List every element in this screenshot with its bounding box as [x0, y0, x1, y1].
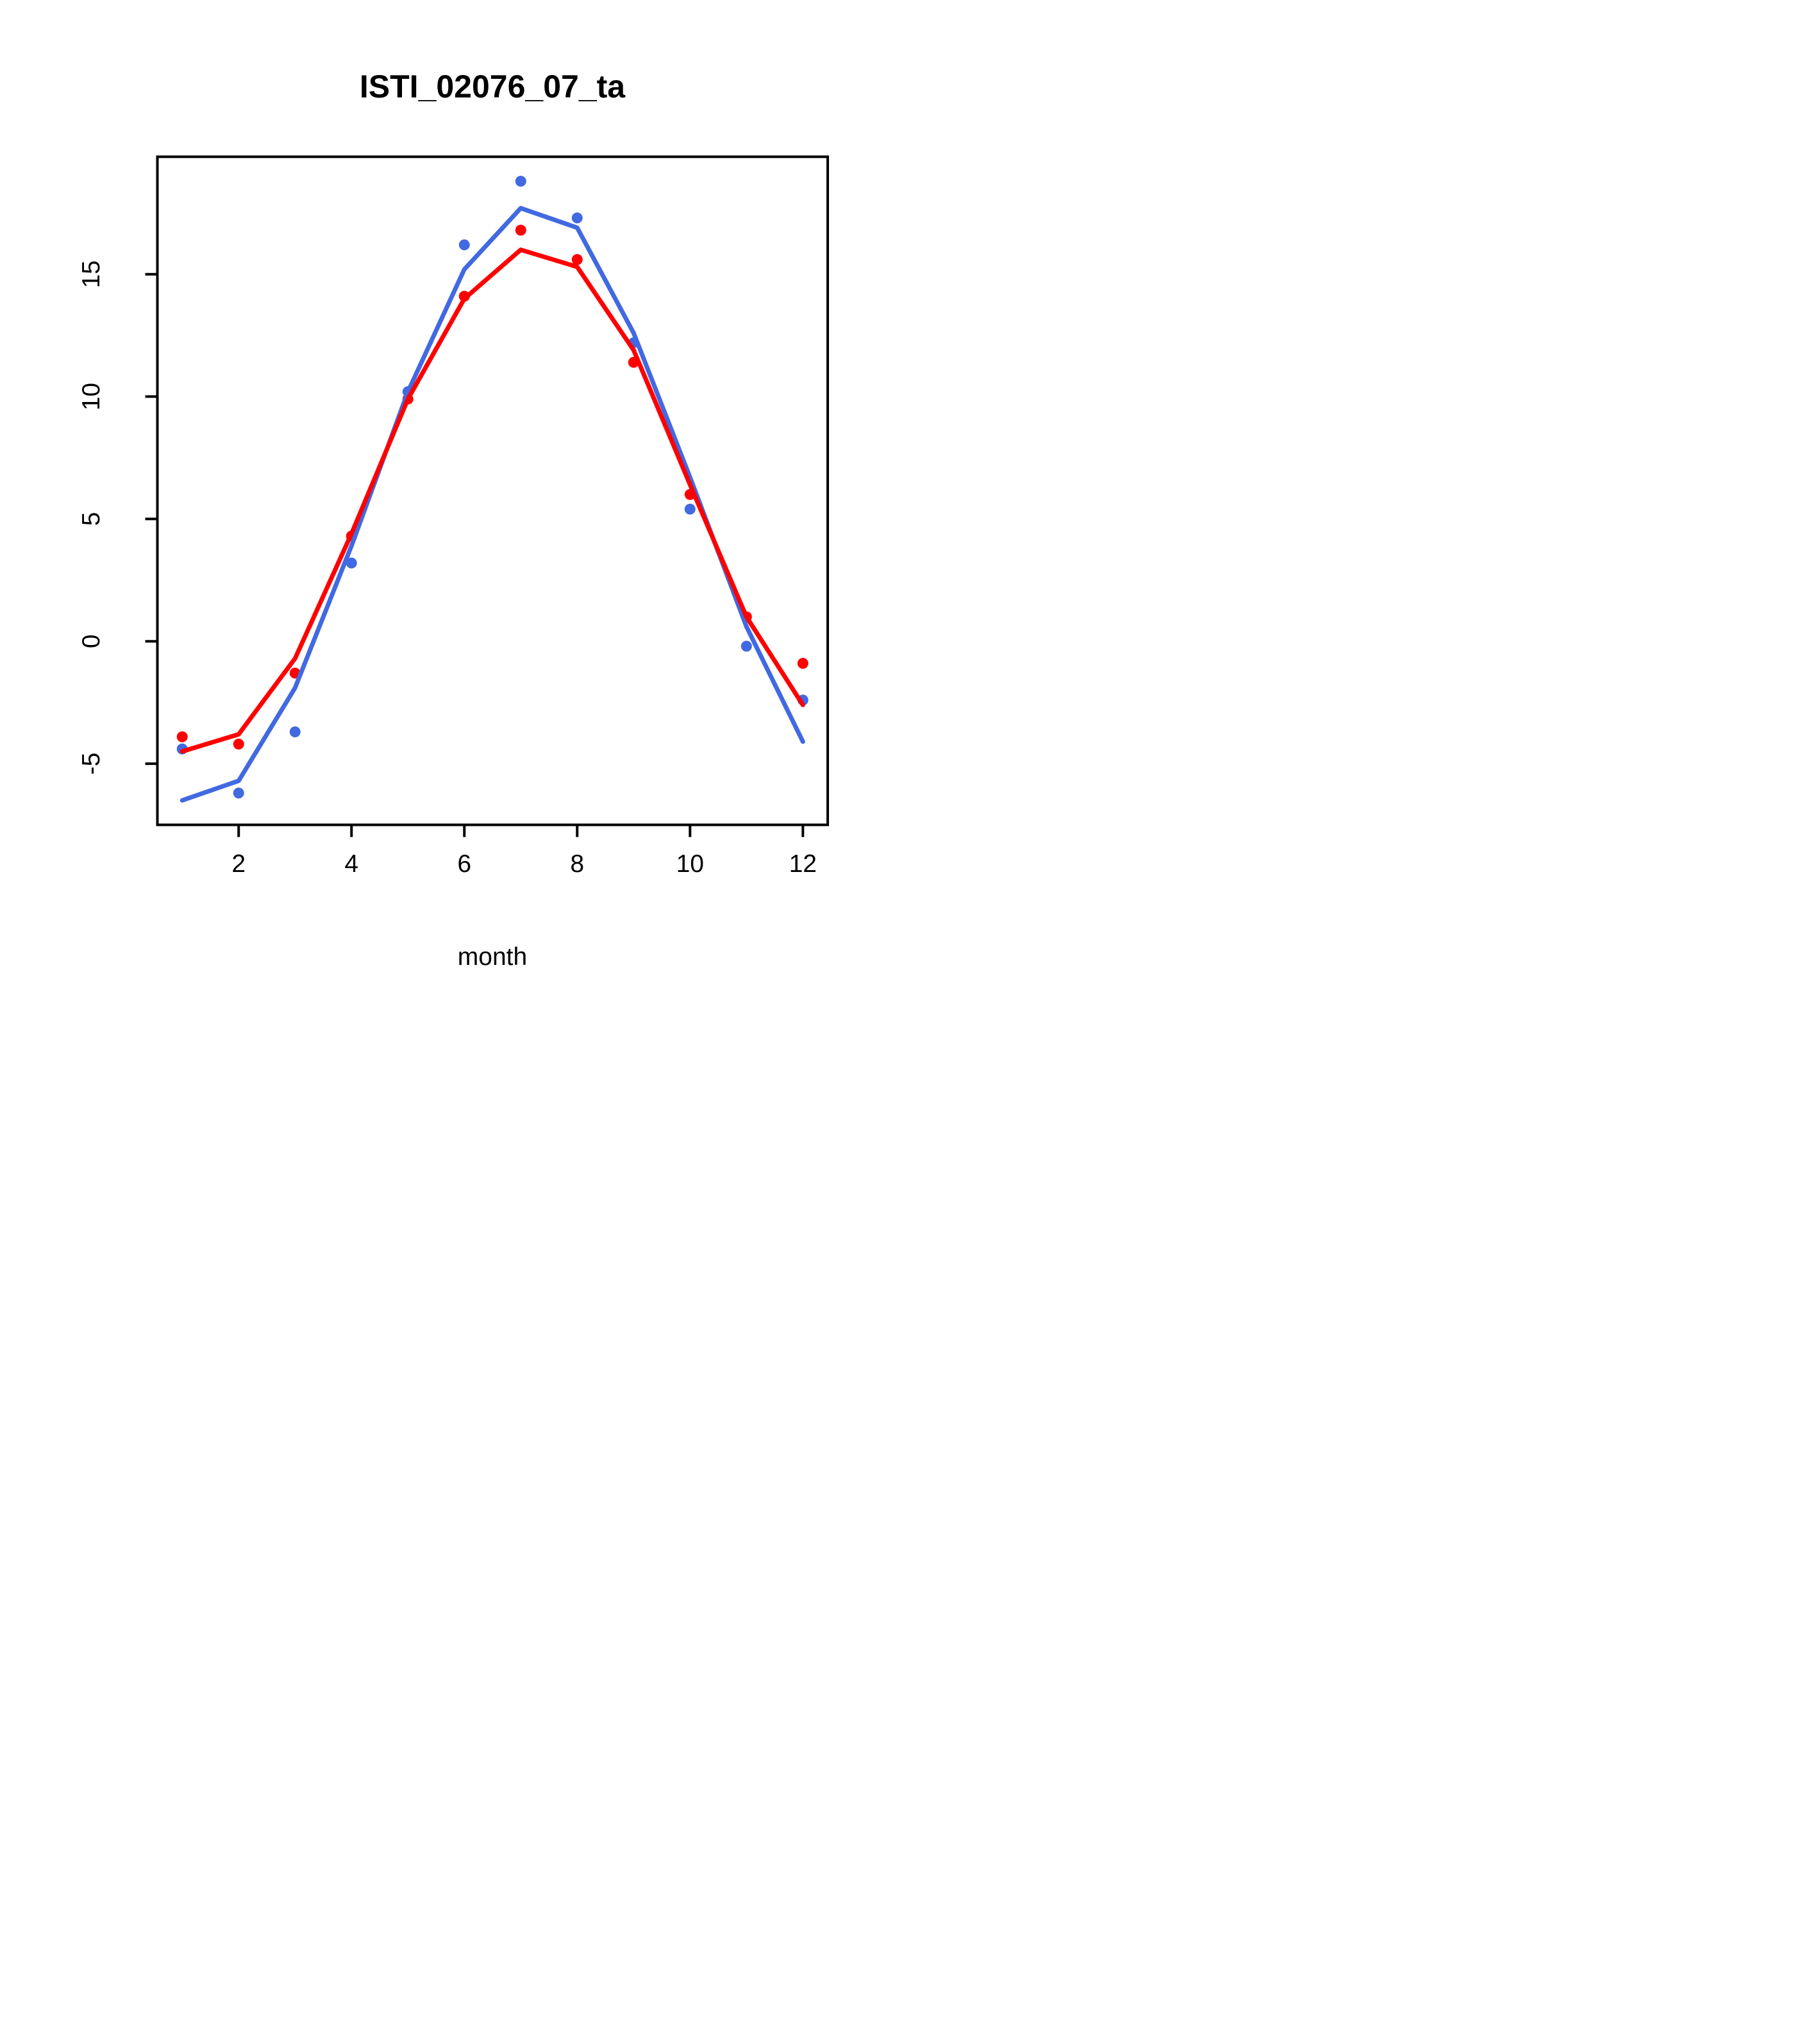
y-tick-label: 15 — [78, 260, 105, 288]
blue-point — [741, 641, 752, 652]
y-tick-label: 0 — [78, 634, 105, 648]
y-tick-label: 10 — [78, 383, 105, 410]
y-tick-label: 5 — [78, 512, 105, 526]
x-tick-label: 12 — [789, 850, 817, 878]
red-point — [515, 224, 526, 236]
x-tick-label: 4 — [344, 850, 358, 878]
y-tick-label: -5 — [78, 753, 105, 775]
x-axis-label: month — [458, 943, 527, 971]
red-line — [180, 247, 805, 754]
red-point — [233, 739, 244, 750]
red-point — [571, 254, 583, 265]
blue-point — [233, 787, 244, 799]
red-point — [797, 658, 808, 669]
x-tick-label: 10 — [676, 850, 704, 878]
blue-point — [684, 503, 696, 515]
figure: ISTI_02076_07_ta 2 4 6 8 10 12 -5 0 5 10 15 month — [0, 0, 908, 1022]
x-tick-label: 2 — [231, 850, 246, 878]
plot-box — [156, 155, 829, 826]
blue-line — [180, 206, 805, 803]
blue-point — [571, 212, 583, 224]
chart-title: ISTI_02076_07_ta — [360, 69, 626, 105]
blue-point — [458, 239, 470, 251]
blue-point — [515, 176, 526, 187]
red-point — [176, 731, 188, 742]
chart-marks: 2 4 6 8 10 12 -5 0 5 10 15 — [78, 155, 829, 878]
x-tick-label: 6 — [457, 850, 471, 878]
x-tick-label: 8 — [570, 850, 584, 878]
blue-point — [346, 557, 357, 569]
blue-point — [289, 726, 301, 737]
plot-area: ISTI_02076_07_ta 2 4 6 8 10 12 -5 0 5 10 15 month — [78, 69, 829, 971]
